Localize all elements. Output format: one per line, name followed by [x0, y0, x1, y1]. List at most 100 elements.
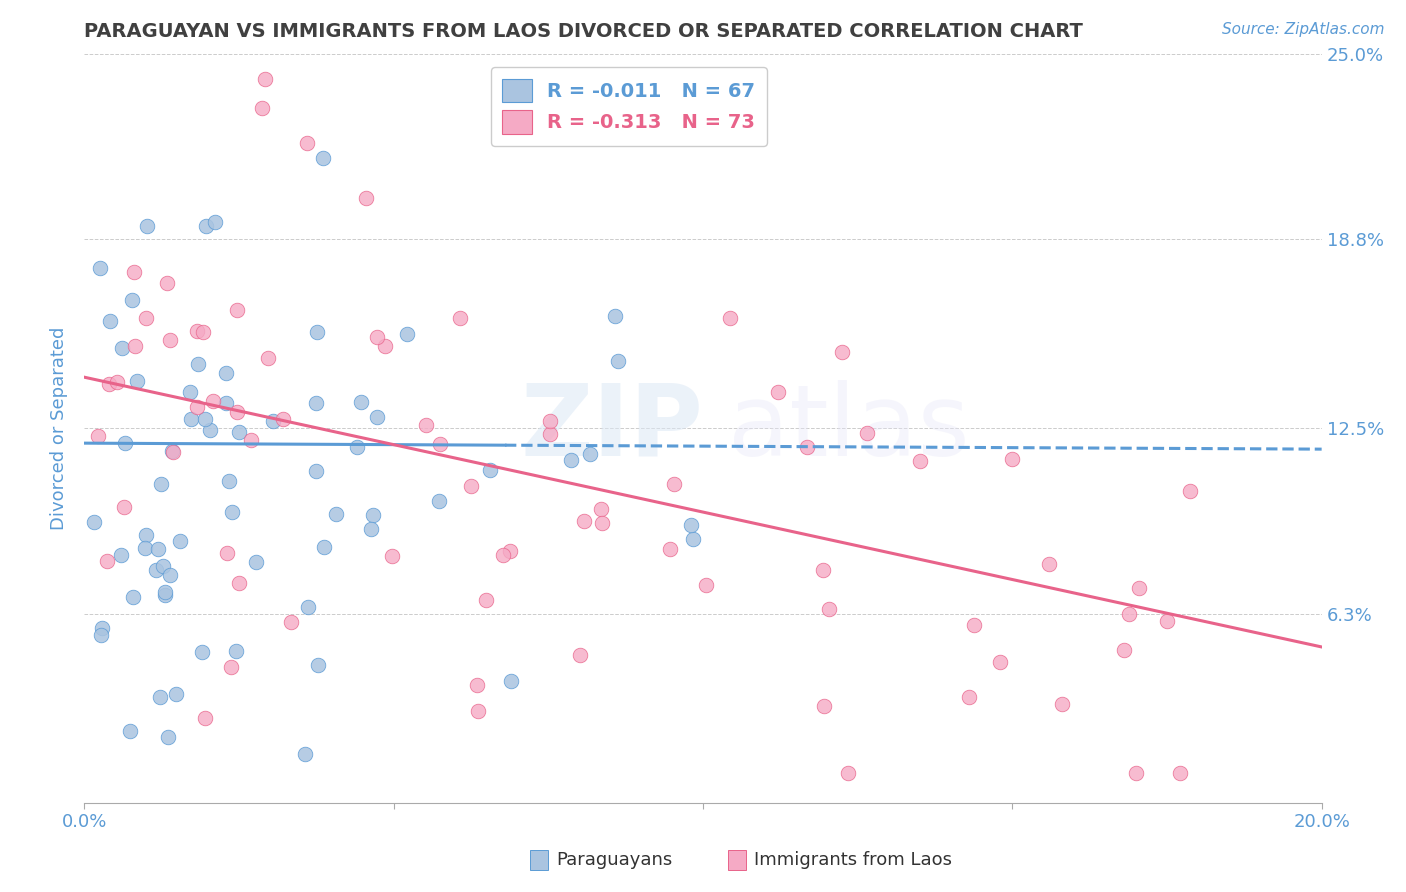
Point	[162, 445, 184, 459]
Point	[538, 427, 561, 442]
Text: ZIP: ZIP	[520, 380, 703, 476]
Point	[86, 429, 108, 443]
Point	[831, 345, 853, 359]
Point	[467, 704, 489, 718]
Point	[112, 500, 135, 515]
Point	[226, 302, 249, 317]
Text: PARAGUAYAN VS IMMIGRANTS FROM LAOS DIVORCED OR SEPARATED CORRELATION CHART: PARAGUAYAN VS IMMIGRANTS FROM LAOS DIVOR…	[84, 21, 1083, 41]
Point	[305, 464, 328, 478]
Point	[796, 440, 818, 454]
Point	[479, 463, 502, 477]
Point	[659, 542, 682, 557]
Point	[156, 277, 179, 291]
Point	[195, 219, 218, 233]
Point	[474, 593, 496, 607]
Point	[240, 434, 263, 448]
Point	[381, 549, 404, 564]
Point	[1178, 484, 1201, 499]
Point	[1118, 607, 1140, 621]
Point	[254, 71, 277, 86]
Point	[179, 384, 201, 399]
Point	[150, 477, 173, 491]
Point	[194, 412, 217, 426]
Point	[591, 516, 613, 530]
Point	[361, 508, 384, 522]
Point	[111, 341, 134, 355]
Point	[149, 690, 172, 704]
Point	[228, 575, 250, 590]
Point	[194, 711, 217, 725]
Point	[1050, 697, 1073, 711]
Point	[122, 591, 145, 605]
Point	[855, 426, 877, 441]
Point	[429, 436, 451, 450]
Point	[560, 453, 582, 467]
Point	[221, 660, 243, 674]
Point	[591, 502, 613, 516]
Point	[187, 357, 209, 371]
Point	[146, 542, 169, 557]
Point	[127, 375, 149, 389]
Point	[569, 648, 592, 662]
Point	[1156, 614, 1178, 628]
Point	[280, 615, 302, 630]
Point	[180, 412, 202, 426]
Point	[135, 310, 157, 325]
Point	[169, 534, 191, 549]
Point	[122, 265, 145, 279]
Point	[957, 690, 980, 704]
Point	[1168, 765, 1191, 780]
Point	[307, 325, 329, 339]
Point	[198, 423, 221, 437]
Text: Source: ZipAtlas.com: Source: ZipAtlas.com	[1222, 22, 1385, 37]
Point	[1112, 642, 1135, 657]
Point	[817, 601, 839, 615]
Point	[813, 698, 835, 713]
Point	[121, 293, 143, 307]
Point	[718, 311, 741, 326]
Point	[603, 309, 626, 323]
Point	[110, 548, 132, 562]
Point	[271, 411, 294, 425]
Point	[90, 621, 112, 635]
Point	[346, 440, 368, 454]
Point	[153, 584, 176, 599]
Point	[307, 658, 329, 673]
Point	[250, 101, 273, 115]
Point	[429, 494, 451, 508]
Point	[578, 447, 600, 461]
Point	[96, 554, 118, 568]
Point	[354, 191, 377, 205]
Point	[682, 532, 704, 546]
Point	[1001, 452, 1024, 467]
Point	[988, 655, 1011, 669]
Point	[963, 618, 986, 632]
Text: Immigrants from Laos: Immigrants from Laos	[755, 851, 952, 869]
Point	[98, 377, 121, 392]
Point	[89, 260, 111, 275]
Point	[574, 514, 596, 528]
Point	[295, 136, 318, 150]
Point	[374, 339, 396, 353]
Point	[136, 219, 159, 234]
Point	[134, 541, 156, 555]
Point	[120, 724, 142, 739]
Point	[135, 528, 157, 542]
Text: Paraguayans: Paraguayans	[557, 851, 672, 869]
Point	[837, 765, 859, 780]
Point	[396, 327, 419, 342]
Text: atlas: atlas	[728, 380, 969, 476]
Point	[124, 339, 146, 353]
Point	[160, 443, 183, 458]
Point	[1125, 765, 1147, 780]
Point	[214, 366, 236, 380]
Point	[152, 559, 174, 574]
Point	[449, 311, 471, 326]
Point	[159, 568, 181, 582]
Point	[1128, 582, 1150, 596]
Point	[664, 476, 686, 491]
Point	[214, 396, 236, 410]
Point	[766, 384, 789, 399]
Point	[499, 673, 522, 688]
Point	[165, 687, 187, 701]
